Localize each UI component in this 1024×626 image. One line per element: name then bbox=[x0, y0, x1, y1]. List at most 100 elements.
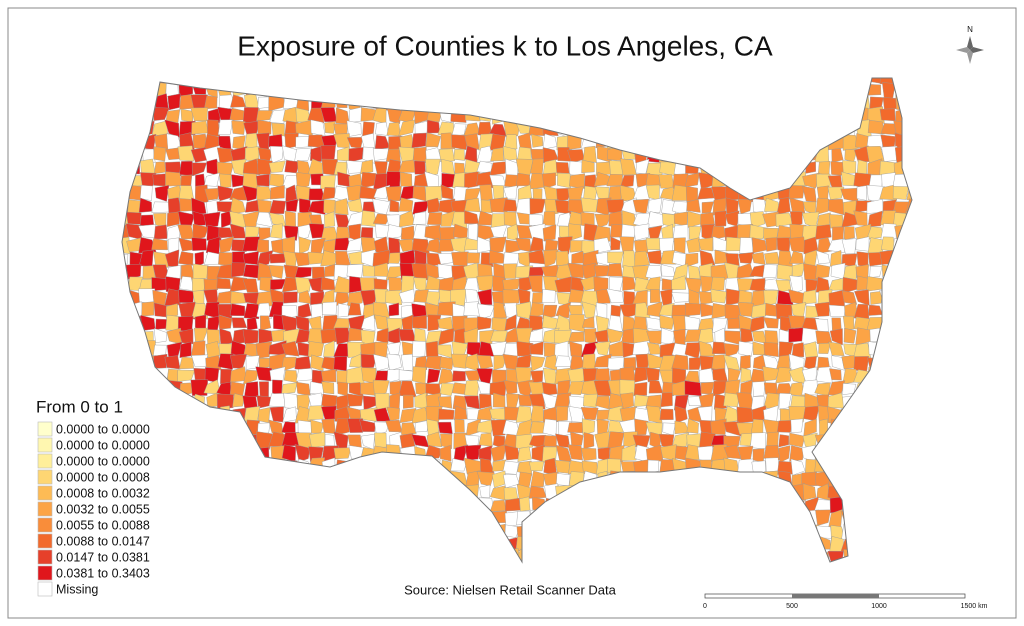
county bbox=[673, 328, 686, 346]
county bbox=[659, 314, 675, 330]
county bbox=[879, 108, 896, 122]
county bbox=[333, 123, 348, 135]
county bbox=[684, 252, 699, 268]
county bbox=[153, 161, 166, 175]
county bbox=[737, 199, 752, 215]
county bbox=[647, 197, 663, 213]
county bbox=[570, 431, 584, 446]
county bbox=[439, 382, 455, 396]
county bbox=[399, 171, 413, 188]
county bbox=[777, 420, 794, 433]
county bbox=[752, 381, 766, 397]
county bbox=[699, 250, 716, 266]
legend-swatch bbox=[37, 565, 53, 581]
county bbox=[309, 432, 326, 448]
county bbox=[480, 199, 493, 213]
county bbox=[541, 289, 556, 303]
county bbox=[450, 353, 469, 369]
county bbox=[530, 355, 546, 372]
county bbox=[425, 275, 443, 291]
county bbox=[412, 340, 426, 357]
county bbox=[398, 329, 416, 342]
county bbox=[567, 262, 585, 278]
county bbox=[869, 266, 883, 278]
county bbox=[632, 289, 648, 307]
county bbox=[843, 264, 857, 280]
county bbox=[828, 341, 845, 356]
county bbox=[568, 331, 585, 343]
county bbox=[740, 327, 754, 343]
county bbox=[216, 277, 232, 290]
county bbox=[490, 419, 508, 437]
county bbox=[426, 212, 443, 225]
county bbox=[438, 148, 455, 163]
county bbox=[246, 316, 258, 331]
county bbox=[270, 279, 287, 291]
county bbox=[515, 433, 534, 449]
county bbox=[231, 262, 246, 278]
county bbox=[437, 316, 454, 331]
county bbox=[763, 317, 779, 329]
county bbox=[166, 211, 180, 227]
county bbox=[658, 174, 675, 189]
county bbox=[268, 264, 284, 279]
county bbox=[479, 393, 492, 410]
county bbox=[580, 197, 599, 213]
county bbox=[464, 197, 481, 213]
legend-title: From 0 to 1 bbox=[36, 397, 123, 416]
scale-label: 0 bbox=[703, 603, 707, 610]
legend-swatch bbox=[37, 549, 53, 565]
county bbox=[567, 444, 583, 461]
county bbox=[268, 160, 286, 173]
county bbox=[660, 250, 677, 265]
county bbox=[360, 159, 374, 175]
county bbox=[740, 367, 752, 383]
county bbox=[802, 289, 817, 305]
county bbox=[425, 132, 441, 148]
county bbox=[372, 379, 390, 397]
county bbox=[842, 134, 859, 151]
county bbox=[607, 263, 623, 277]
county bbox=[192, 277, 206, 293]
county bbox=[359, 419, 377, 432]
county bbox=[646, 330, 664, 345]
county bbox=[842, 315, 855, 330]
county bbox=[556, 188, 572, 203]
county bbox=[595, 368, 611, 382]
county bbox=[269, 185, 285, 200]
county bbox=[412, 315, 427, 329]
county bbox=[544, 198, 559, 216]
county bbox=[140, 172, 157, 190]
county bbox=[856, 185, 867, 201]
county bbox=[333, 275, 352, 294]
county bbox=[607, 251, 624, 264]
county bbox=[294, 267, 312, 279]
county bbox=[294, 444, 311, 463]
county bbox=[255, 341, 273, 359]
county bbox=[476, 354, 494, 370]
county bbox=[594, 265, 610, 278]
county bbox=[763, 342, 779, 357]
county bbox=[437, 421, 453, 435]
county bbox=[411, 132, 427, 149]
map-title: Exposure of Counties k to Los Angeles, C… bbox=[237, 30, 773, 61]
county bbox=[492, 185, 504, 200]
county bbox=[375, 121, 389, 136]
county bbox=[268, 393, 286, 408]
county bbox=[333, 447, 352, 460]
county bbox=[165, 171, 183, 187]
county bbox=[204, 172, 220, 187]
county bbox=[736, 263, 755, 279]
county bbox=[360, 353, 378, 369]
legend-swatch bbox=[37, 453, 53, 469]
county bbox=[218, 252, 233, 267]
county bbox=[866, 276, 883, 292]
county bbox=[762, 264, 778, 279]
county bbox=[385, 186, 402, 202]
county bbox=[337, 381, 349, 397]
county bbox=[582, 249, 599, 266]
county bbox=[815, 509, 831, 526]
county bbox=[502, 289, 521, 306]
county bbox=[255, 366, 273, 382]
county bbox=[502, 251, 520, 267]
